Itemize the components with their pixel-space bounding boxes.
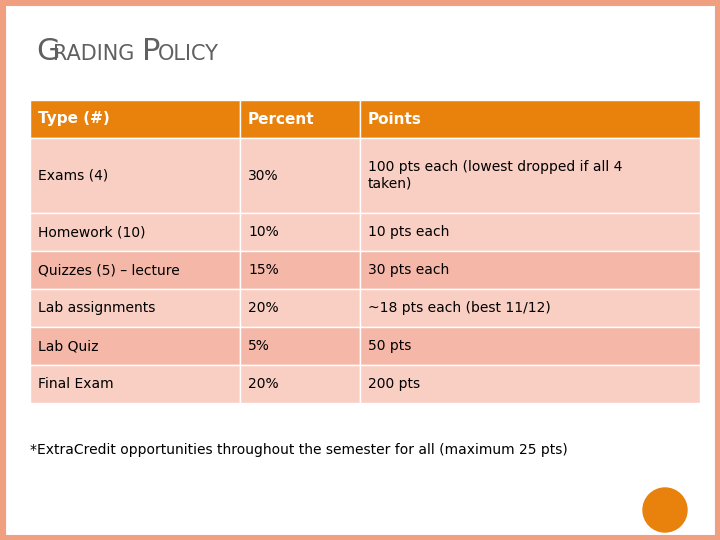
Text: Type (#): Type (#) xyxy=(38,111,109,126)
Text: OLICY: OLICY xyxy=(158,44,219,64)
Bar xyxy=(30,289,240,327)
Bar xyxy=(30,327,240,365)
Text: 10%: 10% xyxy=(248,225,279,239)
Bar xyxy=(240,251,360,289)
Text: Final Exam: Final Exam xyxy=(38,377,114,391)
Bar xyxy=(360,289,700,327)
Bar xyxy=(360,365,700,403)
Text: G: G xyxy=(36,37,60,66)
Text: Lab Quiz: Lab Quiz xyxy=(38,339,99,353)
Text: 20%: 20% xyxy=(248,301,279,315)
Bar xyxy=(360,213,700,251)
Bar xyxy=(30,138,240,213)
Bar xyxy=(240,327,360,365)
Bar xyxy=(30,365,240,403)
Bar xyxy=(240,138,360,213)
Text: 10 pts each: 10 pts each xyxy=(368,225,449,239)
Text: 20%: 20% xyxy=(248,377,279,391)
Text: 5%: 5% xyxy=(248,339,270,353)
Bar xyxy=(240,213,360,251)
Circle shape xyxy=(643,488,687,532)
Bar xyxy=(240,365,360,403)
Text: 50 pts: 50 pts xyxy=(368,339,411,353)
Text: RADING: RADING xyxy=(53,44,135,64)
Text: Homework (10): Homework (10) xyxy=(38,225,145,239)
Bar xyxy=(360,138,700,213)
Text: Exams (4): Exams (4) xyxy=(38,168,108,183)
Bar xyxy=(360,251,700,289)
Text: Quizzes (5) – lecture: Quizzes (5) – lecture xyxy=(38,263,180,277)
Text: Points: Points xyxy=(368,111,422,126)
Bar xyxy=(30,251,240,289)
Bar xyxy=(360,327,700,365)
Bar xyxy=(360,100,700,138)
Text: 30 pts each: 30 pts each xyxy=(368,263,449,277)
Text: Percent: Percent xyxy=(248,111,315,126)
Text: taken): taken) xyxy=(368,177,413,191)
Text: Lab assignments: Lab assignments xyxy=(38,301,156,315)
Text: ~18 pts each (best 11/12): ~18 pts each (best 11/12) xyxy=(368,301,551,315)
Bar xyxy=(240,100,360,138)
Text: *ExtraCredit opportunities throughout the semester for all (maximum 25 pts): *ExtraCredit opportunities throughout th… xyxy=(30,443,568,457)
Bar xyxy=(30,213,240,251)
Bar xyxy=(240,289,360,327)
Text: 200 pts: 200 pts xyxy=(368,377,420,391)
Text: P: P xyxy=(142,37,161,66)
Bar xyxy=(30,100,240,138)
Text: 15%: 15% xyxy=(248,263,279,277)
Text: 100 pts each (lowest dropped if all 4: 100 pts each (lowest dropped if all 4 xyxy=(368,160,622,174)
Text: 30%: 30% xyxy=(248,168,279,183)
